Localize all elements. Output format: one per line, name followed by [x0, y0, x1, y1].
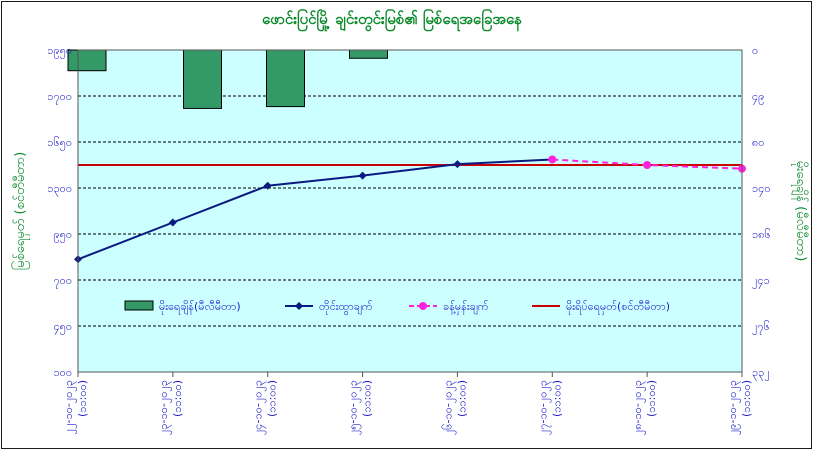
- plot-border: [77, 49, 743, 373]
- x-tick-time: (၁၁:၀၀): [171, 380, 184, 417]
- y-tick-left: ၁၇၀၀: [47, 90, 72, 105]
- legend-label: တိုင်းထွာချက်: [319, 300, 373, 315]
- y-tick-left: ၁၃၀၀: [47, 182, 72, 197]
- x-tick-time: (၁၁:၀၀): [266, 380, 279, 417]
- legend-marker-forecast: [419, 302, 427, 310]
- y-tick-right: ၈၀: [752, 136, 764, 149]
- y-tick-left: ၄၅၀: [53, 320, 72, 335]
- legend: မိုးရေချိန်(မီလီမီတာ) တိုင်းထွာချက် ခန့်မှ…: [124, 300, 670, 315]
- y-axis-left-label: မြစ်ရေမှတ် (စင်တီမီတာ): [11, 152, 30, 270]
- legend-marker-measured: [295, 302, 303, 310]
- measured-point: [453, 160, 462, 169]
- forecast-point: [643, 161, 652, 169]
- y-tick-left: ၁၉၅၀: [47, 44, 72, 59]
- y-tick-right: ၄၉: [752, 90, 764, 105]
- x-tick-time: (၁၁:၀၀): [550, 380, 563, 417]
- y-axis-right-label: မိုးရေချိန် (မီလီမီတာ): [791, 161, 809, 262]
- x-tick-date: ၂၃-၁၀-၂၀၂၃: [157, 380, 172, 435]
- y-tick-right: ၁၈၆: [752, 228, 771, 241]
- x-tick-date: ၂၉-၁၀-၂၀၂၃: [726, 380, 741, 435]
- x-tick-date: ၂၄-၁၀-၂၀၂၃: [252, 380, 267, 435]
- x-tick-date: ၂၆-၁၀-၂၀၂၃: [441, 380, 456, 435]
- chart-title: ဖောင်းပြင်မြို့ ချင်းတွင်းမြစ်၏ မြစ်ရေအခ…: [262, 8, 522, 32]
- y-tick-left: ၉၅၀: [53, 228, 72, 243]
- axes: [77, 49, 743, 377]
- forecast-point: [548, 155, 557, 164]
- rain-bar: [349, 49, 388, 59]
- x-tick-time: (၁၁:၀၀): [740, 380, 753, 417]
- y-tick-left: ၁၆၅၀: [47, 136, 72, 151]
- x-tick-time: (၁၁:၀၀): [455, 380, 468, 417]
- rain-bar: [183, 49, 222, 109]
- measured-point: [263, 181, 272, 190]
- x-tick-time: (၁၁:၀၀): [361, 380, 374, 417]
- y-tick-right: ၀: [752, 44, 758, 57]
- legend-swatch-rain: [124, 300, 154, 311]
- y-tick-right: ၂၄၁: [752, 274, 770, 289]
- rain-bar: [67, 49, 107, 72]
- legend-label: ခန့်မှန်းချက်: [443, 300, 489, 315]
- x-tick-date: ၂၈-၁၀-၂၀၂၃: [631, 380, 646, 435]
- gridlines: [78, 95, 742, 327]
- legend-label: မိုးရေချိန်(မီလီမီတာ): [159, 300, 241, 315]
- y-tick-right: ၃၃၂: [752, 366, 770, 381]
- measured-point: [358, 171, 367, 180]
- series-lines: [74, 155, 746, 264]
- y-tick-right: ၁၄၀: [752, 182, 771, 197]
- x-tick-time: (၁၁:၀၀): [76, 380, 89, 417]
- legend-label: မိုးရိပ်ရေမှတ်(စင်တီမီတာ): [566, 300, 670, 315]
- plot-area: [78, 50, 742, 372]
- x-tick-date: ၂၅-၁၀-၂၀၂၃: [347, 380, 362, 435]
- rain-bar: [266, 49, 305, 108]
- y-tick-left: ၁၀၀: [53, 366, 72, 379]
- measured-point: [168, 218, 177, 227]
- x-tick-time: (၁၁:၀၀): [645, 380, 658, 417]
- y-tick-left: ၇၀၀: [53, 274, 72, 289]
- x-tick-date: ၂၂-၁၀-၂၀၂၃: [62, 380, 77, 434]
- x-tick-date: ၂၇-၁၀-၂၀၂၃: [536, 380, 551, 435]
- measured-line: [77, 158, 553, 261]
- y-tick-right: ၂၇၆: [752, 320, 770, 335]
